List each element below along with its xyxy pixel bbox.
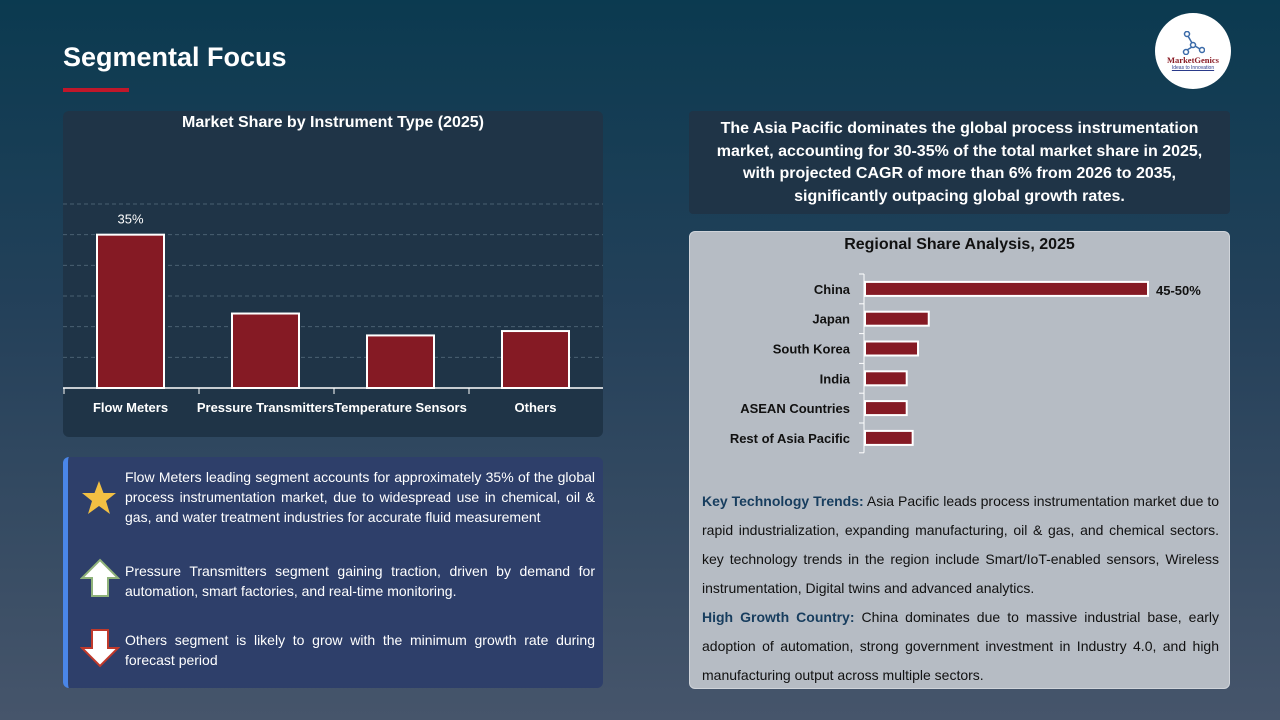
bar (864, 400, 908, 417)
arrow-down-icon (80, 629, 120, 668)
logo-tagline: Ideas to Innovation (1171, 65, 1215, 71)
bar (864, 310, 930, 327)
chart-title: Regional Share Analysis, 2025 (844, 236, 1075, 253)
title-underline (63, 88, 129, 92)
chart-title: Market Share by Instrument Type (2025) (181, 114, 485, 131)
insight-text: Flow Meters leading segment accounts for… (125, 469, 595, 525)
data-label: 35% (117, 212, 143, 227)
bar (231, 312, 300, 389)
y-tick-label: Rest of Asia Pacific (730, 431, 850, 446)
growth-country-label: High Growth Country: (702, 609, 855, 625)
x-tick-label: Flow Meters (93, 400, 168, 415)
instrument-bar-chart: 35% Flow Meters Pressure Transmitters Tempe… (63, 203, 603, 415)
trends-text: Key Technology Trends: Asia Pacific lead… (702, 487, 1219, 690)
bar (366, 334, 435, 390)
bar (96, 233, 165, 389)
y-tick-label: Japan (812, 312, 850, 327)
growth-country-text: China dominates due to massive industria… (702, 609, 1220, 683)
bar (501, 330, 570, 390)
highlight-box: The Asia Pacific dominates the global pr… (689, 111, 1230, 214)
y-tick-label: China (814, 282, 851, 297)
x-tick-label: Others (515, 400, 557, 415)
data-label: 45-50% (1156, 283, 1201, 298)
tech-trends-text: Asia Pacific leads process instrumentati… (702, 493, 1219, 596)
regional-bar-chart: China 45-50% Japan South Korea India ASEAN Co… (730, 273, 1201, 454)
insight-text: Pressure Transmitters segment gaining tr… (125, 563, 595, 599)
logo-name: MarketGenics (1167, 55, 1219, 65)
page-title: Segmental Focus (63, 42, 287, 72)
bar (864, 370, 908, 387)
instrument-chart-panel: Market Share by Instrument Type (2025) 3… (63, 111, 603, 437)
logo: MarketGenics Ideas to Innovation (1155, 13, 1231, 89)
insights-panel: Flow Meters leading segment accounts for… (63, 457, 603, 688)
y-tick-label: India (820, 371, 851, 386)
regional-panel: Regional Share Analysis, 2025 China 45-50… (689, 231, 1230, 689)
arrow-up-icon (80, 558, 120, 597)
insight-text: Others segment is likely to grow with th… (125, 632, 595, 668)
network-icon (1182, 31, 1205, 55)
x-tick-label: Temperature Sensors (334, 400, 467, 415)
y-tick-label: South Korea (773, 342, 851, 357)
bar (864, 429, 914, 446)
bar (864, 280, 1149, 297)
bar (864, 340, 920, 357)
y-tick-label: ASEAN Countries (740, 401, 850, 416)
star-icon (82, 481, 116, 514)
x-tick-label: Pressure Transmitters (197, 400, 334, 415)
tech-trends-label: Key Technology Trends: (702, 493, 864, 509)
